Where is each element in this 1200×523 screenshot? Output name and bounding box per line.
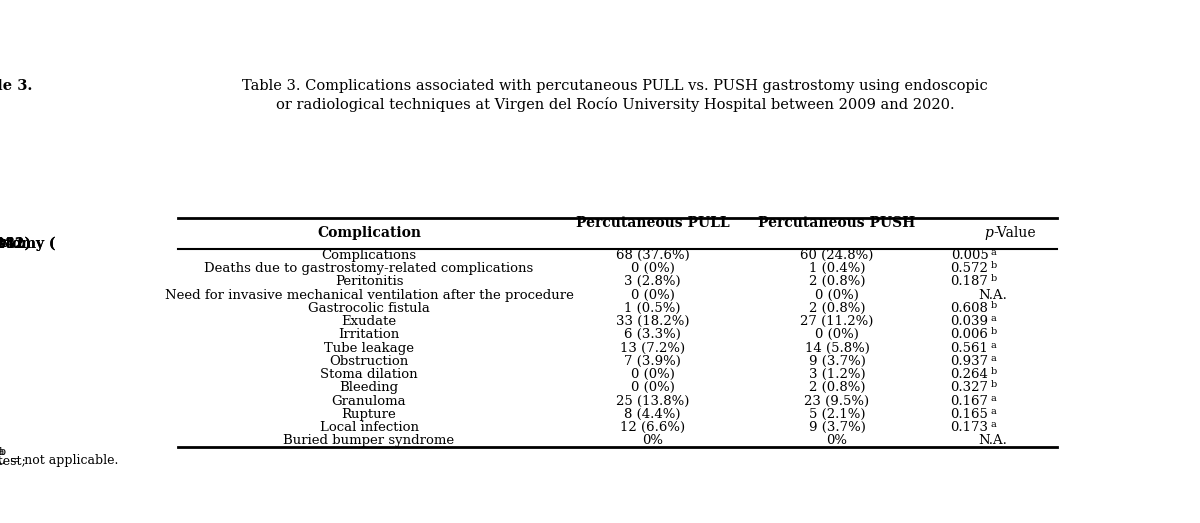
Text: Need for invasive mechanical ventilation after the procedure: Need for invasive mechanical ventilation…: [164, 289, 574, 302]
Text: 0.005: 0.005: [950, 249, 989, 262]
Text: Tube leakage: Tube leakage: [324, 342, 414, 355]
Text: 2 (0.8%): 2 (0.8%): [809, 276, 865, 288]
Text: Buried bumper syndrome: Buried bumper syndrome: [283, 434, 455, 447]
Text: N.A.: N.A.: [978, 434, 1008, 447]
Text: 33 (18.2%): 33 (18.2%): [616, 315, 689, 328]
Text: Obstruction: Obstruction: [330, 355, 409, 368]
Text: 23 (9.5%): 23 (9.5%): [804, 394, 870, 407]
Text: Table 3.: Table 3.: [0, 79, 32, 93]
Text: 60 (24.8%): 60 (24.8%): [800, 249, 874, 262]
Text: a: a: [990, 340, 996, 350]
Text: Granuloma: Granuloma: [331, 394, 407, 407]
Text: 0 (0%): 0 (0%): [630, 289, 674, 302]
Text: 2 (0.8%): 2 (0.8%): [809, 302, 865, 315]
Text: n: n: [0, 236, 6, 251]
Text: 0.608: 0.608: [950, 302, 989, 315]
Text: 12 (6.6%): 12 (6.6%): [620, 421, 685, 434]
Text: 9 (3.7%): 9 (3.7%): [809, 421, 865, 434]
Text: 0.173: 0.173: [950, 421, 989, 434]
Text: 1 (0.4%): 1 (0.4%): [809, 262, 865, 275]
Text: 6 (3.3%): 6 (3.3%): [624, 328, 680, 342]
Text: Irritation: Irritation: [338, 328, 400, 342]
Text: 0.187: 0.187: [950, 276, 989, 288]
Text: 0.165: 0.165: [950, 408, 989, 421]
Text: a: a: [990, 248, 996, 257]
Text: 0%: 0%: [642, 434, 662, 447]
Text: b: b: [0, 447, 6, 457]
Text: b: b: [990, 261, 996, 270]
Text: Gastrostomy (: Gastrostomy (: [0, 236, 55, 251]
Text: -Value: -Value: [994, 226, 1036, 240]
Text: Gastrocolic fistula: Gastrocolic fistula: [308, 302, 430, 315]
Text: Percutaneous PULL: Percutaneous PULL: [576, 216, 730, 230]
Text: n: n: [0, 236, 6, 251]
Text: 0.264: 0.264: [950, 368, 989, 381]
Text: 3 (2.8%): 3 (2.8%): [624, 276, 680, 288]
Text: a: a: [0, 447, 4, 457]
Text: 0.561: 0.561: [950, 342, 989, 355]
Text: 0.327: 0.327: [950, 381, 989, 394]
Text: 5 (2.1%): 5 (2.1%): [809, 408, 865, 421]
Text: a: a: [990, 407, 996, 416]
Text: Bleeding: Bleeding: [340, 381, 398, 394]
Text: = 181): = 181): [0, 236, 31, 251]
Text: or radiological techniques at Virgen del Rocío University Hospital between 2009 : or radiological techniques at Virgen del…: [276, 97, 954, 112]
Text: a: a: [990, 420, 996, 429]
Text: Peritonitis: Peritonitis: [335, 276, 403, 288]
Text: 0 (0%): 0 (0%): [815, 328, 859, 342]
Text: X2 test;: X2 test;: [0, 454, 30, 467]
Text: 0 (0%): 0 (0%): [815, 289, 859, 302]
Text: 2 (0.8%): 2 (0.8%): [809, 381, 865, 394]
Text: Exudate: Exudate: [342, 315, 397, 328]
Text: 0.572: 0.572: [950, 262, 989, 275]
Text: p: p: [984, 226, 994, 240]
Text: 0 (0%): 0 (0%): [630, 381, 674, 394]
Text: Rupture: Rupture: [342, 408, 396, 421]
Text: Complication: Complication: [317, 226, 421, 240]
Text: 3 (1.2%): 3 (1.2%): [809, 368, 865, 381]
Text: Percutaneous PUSH: Percutaneous PUSH: [758, 216, 916, 230]
Text: a: a: [990, 394, 996, 403]
Text: a: a: [990, 314, 996, 323]
Text: Complications: Complications: [322, 249, 416, 262]
Text: Stoma dilation: Stoma dilation: [320, 368, 418, 381]
Text: b: b: [990, 301, 996, 310]
Text: Local infection: Local infection: [319, 421, 419, 434]
Text: 8 (4.4%): 8 (4.4%): [624, 408, 680, 421]
Text: a: a: [990, 354, 996, 363]
Text: 0.006: 0.006: [950, 328, 989, 342]
Text: 0.039: 0.039: [950, 315, 989, 328]
Text: 0.167: 0.167: [950, 394, 989, 407]
Text: Table 3. Complications associated with percutaneous PULL vs. PUSH gastrostomy us: Table 3. Complications associated with p…: [242, 79, 988, 93]
Text: 7 (3.9%): 7 (3.9%): [624, 355, 680, 368]
Text: 0 (0%): 0 (0%): [630, 368, 674, 381]
Text: 13 (7.2%): 13 (7.2%): [620, 342, 685, 355]
Text: b: b: [990, 380, 996, 389]
Text: 0.937: 0.937: [950, 355, 989, 368]
Text: 0%: 0%: [827, 434, 847, 447]
Text: Deaths due to gastrostomy-related complications: Deaths due to gastrostomy-related compli…: [204, 262, 534, 275]
Text: 1 (0.5%): 1 (0.5%): [624, 302, 680, 315]
Text: 0 (0%): 0 (0%): [630, 262, 674, 275]
Text: N.A.: N.A.: [978, 289, 1008, 302]
Text: b: b: [990, 275, 996, 283]
Text: 14 (5.8%): 14 (5.8%): [805, 342, 870, 355]
Text: Gastrostomy (: Gastrostomy (: [0, 236, 55, 251]
Text: 25 (13.8%): 25 (13.8%): [616, 394, 689, 407]
Text: b: b: [990, 327, 996, 336]
Text: 27 (11.2%): 27 (11.2%): [800, 315, 874, 328]
Text: = 242): = 242): [0, 236, 31, 251]
Text: 9 (3.7%): 9 (3.7%): [809, 355, 865, 368]
Text: Fisher’s test; N.A. = not applicable.: Fisher’s test; N.A. = not applicable.: [0, 454, 119, 467]
Text: b: b: [990, 367, 996, 376]
Text: 68 (37.6%): 68 (37.6%): [616, 249, 689, 262]
